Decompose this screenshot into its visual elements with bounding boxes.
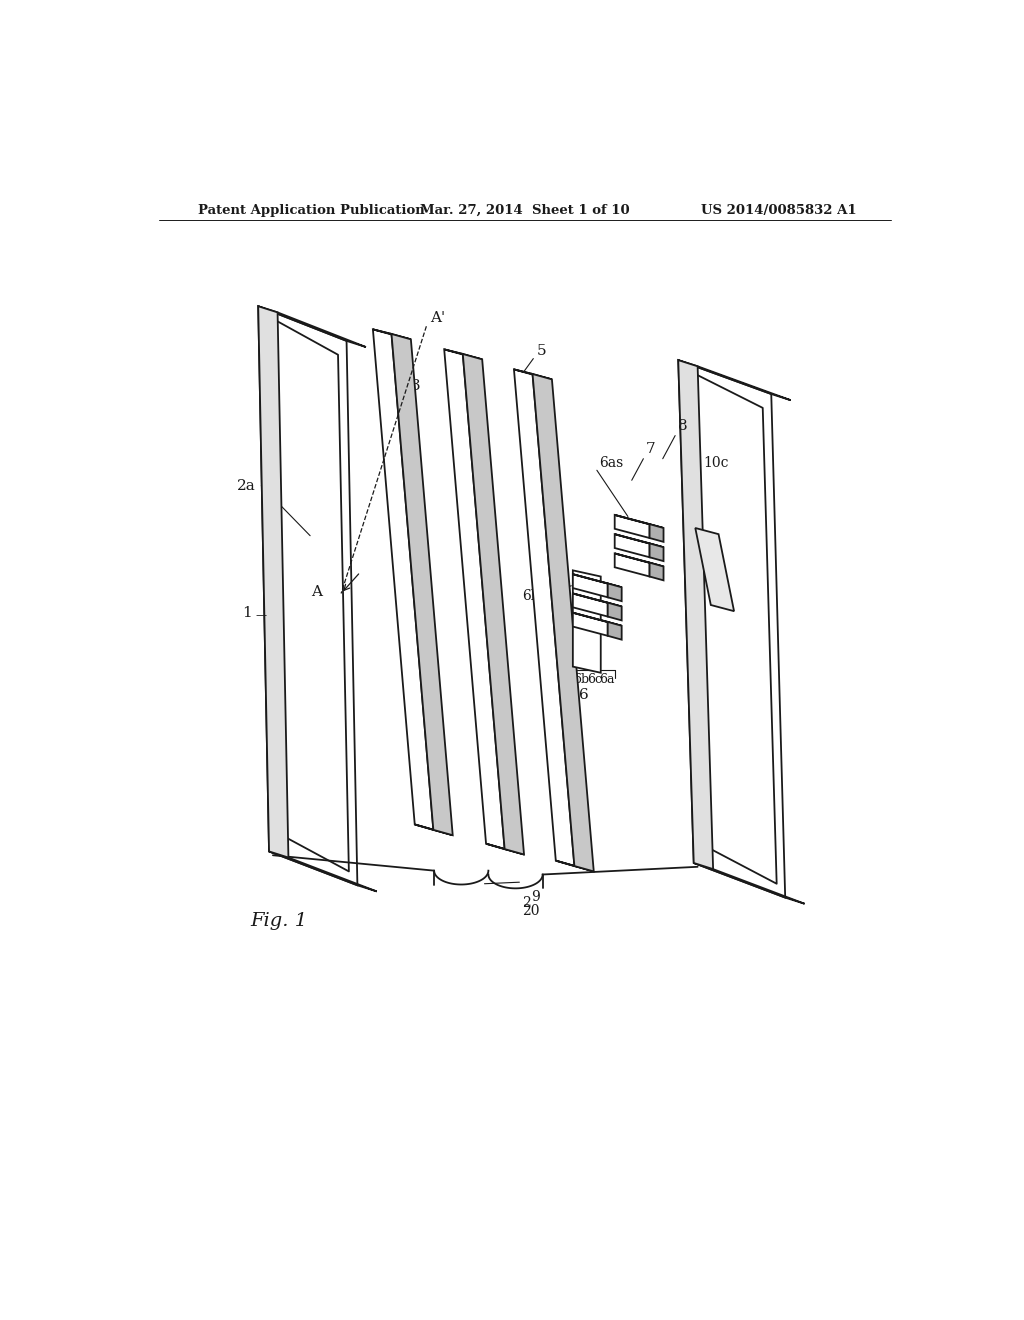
Text: 10c: 10c bbox=[703, 455, 728, 470]
Polygon shape bbox=[391, 334, 453, 836]
Polygon shape bbox=[614, 535, 664, 548]
Polygon shape bbox=[614, 553, 664, 566]
Text: 6bs: 6bs bbox=[522, 589, 547, 603]
Polygon shape bbox=[415, 825, 453, 836]
Polygon shape bbox=[572, 612, 622, 626]
Polygon shape bbox=[614, 553, 649, 577]
Text: 20: 20 bbox=[521, 904, 540, 917]
Polygon shape bbox=[463, 354, 524, 854]
Polygon shape bbox=[258, 306, 289, 858]
Polygon shape bbox=[649, 562, 664, 581]
Polygon shape bbox=[444, 350, 505, 849]
Text: 9: 9 bbox=[531, 890, 540, 904]
Polygon shape bbox=[269, 851, 377, 891]
Polygon shape bbox=[514, 370, 574, 866]
Polygon shape bbox=[607, 583, 622, 601]
Polygon shape bbox=[614, 535, 649, 557]
Text: A: A bbox=[310, 585, 322, 599]
Text: A': A' bbox=[430, 310, 445, 325]
Polygon shape bbox=[607, 622, 622, 640]
Polygon shape bbox=[373, 330, 411, 339]
Polygon shape bbox=[614, 515, 649, 539]
Polygon shape bbox=[556, 861, 594, 871]
Text: 6: 6 bbox=[579, 688, 589, 702]
Polygon shape bbox=[572, 612, 607, 636]
Text: Fig. 1: Fig. 1 bbox=[251, 912, 307, 929]
Polygon shape bbox=[695, 528, 734, 611]
Text: 2a: 2a bbox=[238, 479, 256, 492]
Polygon shape bbox=[607, 603, 622, 620]
Polygon shape bbox=[373, 330, 433, 830]
Text: US 2014/0085832 A1: US 2014/0085832 A1 bbox=[700, 205, 856, 218]
Polygon shape bbox=[693, 863, 805, 904]
Polygon shape bbox=[678, 360, 791, 400]
Polygon shape bbox=[514, 370, 552, 379]
Polygon shape bbox=[486, 843, 524, 854]
Text: 6a: 6a bbox=[599, 673, 614, 686]
Text: 8: 8 bbox=[678, 420, 688, 433]
Polygon shape bbox=[532, 374, 594, 871]
Text: 2: 2 bbox=[521, 896, 530, 909]
Text: 4: 4 bbox=[473, 358, 482, 372]
Text: 7: 7 bbox=[646, 442, 655, 457]
Text: 6as: 6as bbox=[599, 455, 624, 470]
Text: 3: 3 bbox=[411, 379, 421, 392]
Polygon shape bbox=[572, 570, 601, 673]
Text: 1: 1 bbox=[243, 606, 252, 619]
Polygon shape bbox=[572, 594, 607, 616]
Polygon shape bbox=[444, 350, 482, 359]
Text: Mar. 27, 2014  Sheet 1 of 10: Mar. 27, 2014 Sheet 1 of 10 bbox=[420, 205, 630, 218]
Polygon shape bbox=[678, 360, 785, 898]
Polygon shape bbox=[649, 544, 664, 561]
Polygon shape bbox=[258, 306, 357, 886]
Text: —: — bbox=[256, 610, 267, 620]
Polygon shape bbox=[614, 515, 664, 528]
Text: 5: 5 bbox=[538, 345, 547, 358]
Text: 6c: 6c bbox=[587, 673, 602, 686]
Polygon shape bbox=[572, 574, 607, 598]
Polygon shape bbox=[572, 594, 622, 607]
Polygon shape bbox=[258, 306, 366, 347]
Polygon shape bbox=[572, 574, 622, 587]
Text: Patent Application Publication: Patent Application Publication bbox=[198, 205, 425, 218]
Text: 6b: 6b bbox=[573, 673, 590, 686]
Polygon shape bbox=[649, 524, 664, 543]
Polygon shape bbox=[678, 360, 713, 869]
